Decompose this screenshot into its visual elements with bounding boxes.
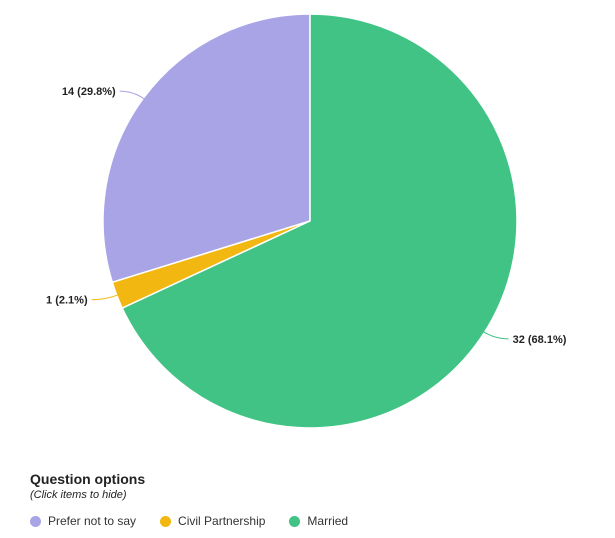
- legend-label-prefer-not-to-say: Prefer not to say: [48, 514, 137, 528]
- data-label-married: 32 (68.1%): [513, 334, 567, 346]
- legend-marker-married: [289, 515, 301, 527]
- connector-married: [482, 330, 509, 340]
- data-label-civil-partnership: 1 (2.1%): [46, 295, 88, 307]
- connector-prefer-not-to-say: [119, 90, 146, 100]
- legend-label-civil-partnership: Civil Partnership: [178, 514, 266, 528]
- data-label-prefer-not-to-say: 14 (29.8%): [62, 86, 116, 98]
- legend-title: Question options: [30, 471, 146, 487]
- legend: Question options (Click items to hide) P…: [30, 470, 590, 528]
- pie-chart: 14 (29.8%) 1 (2.1%) 32 (68.1%): [46, 13, 567, 429]
- legend-label-married: Married: [307, 514, 349, 528]
- legend-item-civil-partnership[interactable]: Civil Partnership: [160, 514, 265, 528]
- legend-marker-civil-partnership: [160, 515, 172, 527]
- legend-marker-prefer-not-to-say: [30, 515, 41, 527]
- legend-items: Prefer not to say Civil Partnership Marr…: [30, 514, 590, 528]
- legend-item-prefer-not-to-say[interactable]: Prefer not to say: [30, 514, 136, 528]
- legend-subtitle: (Click items to hide): [30, 489, 127, 501]
- connector-civil-partnership: [91, 294, 119, 301]
- legend-item-married[interactable]: Married: [289, 514, 348, 528]
